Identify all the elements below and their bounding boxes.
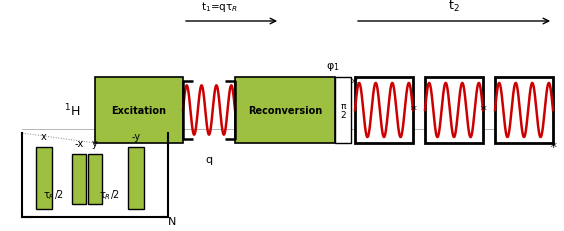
Text: -x: -x: [74, 138, 83, 148]
Text: t$_2$: t$_2$: [448, 0, 460, 14]
Bar: [95, 78, 183, 143]
Text: -y: -y: [131, 131, 140, 141]
Text: *: *: [409, 104, 417, 117]
Bar: [88, 154, 102, 204]
Text: π
2: π 2: [340, 101, 346, 120]
Text: t$_1$=qτ$_R$: t$_1$=qτ$_R$: [201, 0, 239, 14]
Text: *: *: [549, 141, 557, 154]
Text: q: q: [205, 154, 213, 164]
Text: τ$_R$/2: τ$_R$/2: [43, 187, 64, 201]
Text: φ$_1$: φ$_1$: [326, 61, 340, 73]
Bar: [72, 154, 86, 204]
Text: x: x: [41, 131, 47, 141]
Text: τ$_R$/2: τ$_R$/2: [99, 187, 121, 201]
Text: *: *: [350, 77, 358, 90]
Text: *: *: [479, 104, 487, 117]
Text: $^1$H: $^1$H: [64, 102, 80, 119]
Bar: [355, 78, 413, 143]
Bar: [235, 78, 335, 143]
Bar: [128, 147, 144, 209]
Text: Excitation: Excitation: [112, 106, 166, 116]
Bar: [36, 147, 52, 209]
Bar: [495, 78, 553, 143]
Text: N: N: [168, 216, 177, 226]
Text: Reconversion: Reconversion: [248, 106, 322, 116]
Text: y: y: [92, 138, 98, 148]
Bar: [425, 78, 483, 143]
Bar: [335, 78, 351, 143]
